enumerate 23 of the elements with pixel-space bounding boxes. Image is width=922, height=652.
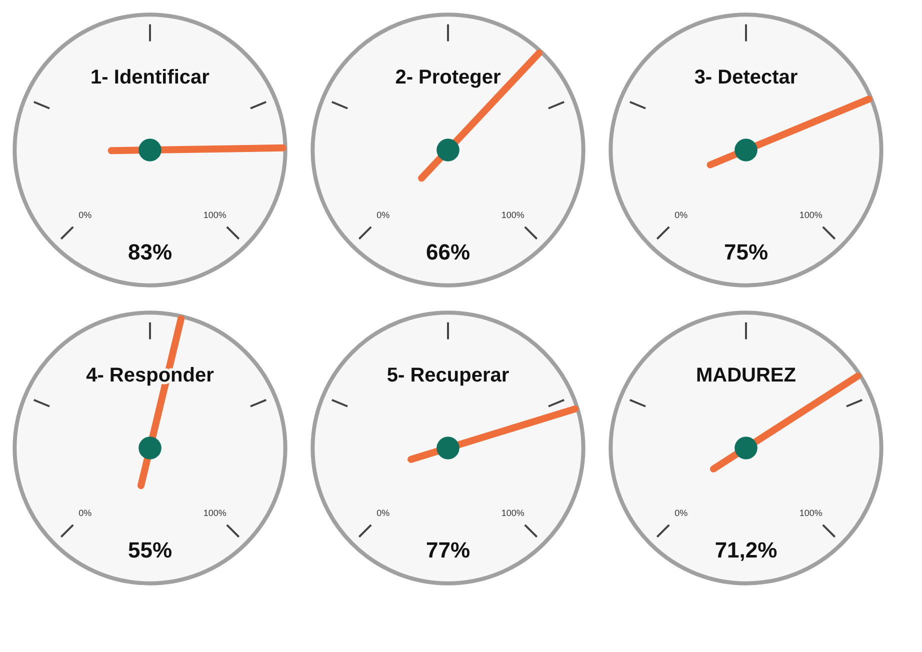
text: 0% bbox=[674, 210, 688, 220]
text: 1- Identificar bbox=[90, 66, 210, 88]
text: 100% bbox=[501, 210, 524, 220]
text: MADUREZ bbox=[696, 364, 796, 386]
text: 100% bbox=[501, 508, 524, 518]
data-label: 66% bbox=[426, 240, 470, 265]
data-label: 83% bbox=[128, 240, 172, 265]
text: 0% bbox=[376, 210, 390, 220]
text: 3- Detectar bbox=[694, 66, 798, 88]
text: 2- Proteger bbox=[395, 66, 502, 88]
text: 5- Recuperar bbox=[386, 364, 510, 386]
text: 100% bbox=[799, 210, 822, 220]
data-label: 55% bbox=[128, 538, 172, 563]
text: 100% bbox=[203, 508, 226, 518]
data-label: 77% bbox=[426, 538, 470, 563]
text: 0% bbox=[376, 508, 390, 518]
text: 0% bbox=[78, 210, 92, 220]
text: 0% bbox=[674, 508, 688, 518]
text: 0% bbox=[78, 508, 92, 518]
data-label: 71,2% bbox=[714, 538, 778, 563]
text: 100% bbox=[799, 508, 822, 518]
data-label: 75% bbox=[724, 240, 768, 265]
text: 100% bbox=[203, 210, 226, 220]
